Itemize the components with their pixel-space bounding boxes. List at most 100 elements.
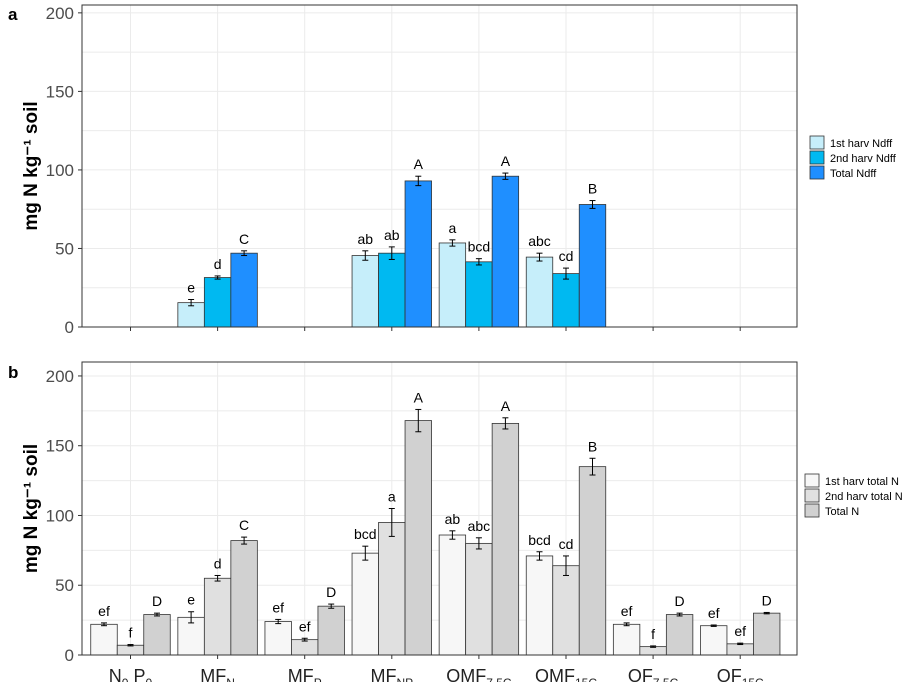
- significance-letter: e: [187, 280, 195, 296]
- bar: [665, 614, 694, 656]
- legend-label: 2nd harv total N: [825, 491, 903, 503]
- significance-letter: A: [501, 398, 511, 414]
- significance-letter: B: [588, 438, 597, 454]
- significance-letter: ab: [384, 227, 400, 243]
- y-axis-label: mg N kg⁻¹ soil: [21, 444, 42, 573]
- y-tick-label: 50: [55, 576, 74, 595]
- bar: [491, 175, 520, 328]
- significance-letter: ef: [299, 618, 311, 634]
- bar: [578, 204, 607, 328]
- legend-label: Total Ndff: [830, 168, 877, 180]
- y-tick-label: 50: [55, 239, 74, 258]
- bar: [639, 646, 667, 656]
- significance-letter: bcd: [528, 532, 551, 548]
- bar: [116, 644, 145, 656]
- significance-letter: C: [239, 231, 249, 247]
- bar: [612, 623, 641, 656]
- bar: [378, 252, 406, 328]
- bar: [578, 466, 607, 656]
- y-tick-label: 150: [46, 437, 74, 456]
- legend-label: 2nd harv Ndff: [830, 153, 897, 165]
- y-tick-label: 150: [46, 82, 74, 101]
- panel-b-tag: b: [8, 363, 18, 382]
- legend-label: 1st harv Ndff: [830, 138, 893, 150]
- bar: [525, 256, 554, 328]
- significance-letter: abc: [468, 518, 491, 534]
- bar: [465, 542, 493, 656]
- significance-letter: D: [152, 593, 162, 609]
- bar: [230, 540, 258, 656]
- bar: [291, 639, 319, 656]
- x-tick-label: OMF15C: [535, 666, 597, 682]
- significance-letter: C: [239, 517, 249, 533]
- significance-letter: ef: [708, 605, 720, 621]
- significance-letter: d: [214, 256, 222, 272]
- y-tick-label: 100: [46, 506, 74, 525]
- legend-key: [809, 165, 825, 180]
- significance-letter: ab: [358, 231, 374, 247]
- significance-letter: f: [651, 626, 655, 642]
- legend-key: [804, 473, 820, 488]
- significance-letter: B: [588, 181, 597, 197]
- significance-letter: a: [449, 220, 457, 236]
- significance-letter: A: [501, 153, 511, 169]
- significance-letter: A: [414, 156, 424, 172]
- legend-key: [804, 503, 820, 518]
- bar: [438, 534, 467, 656]
- bar: [351, 552, 379, 656]
- bar: [317, 605, 345, 656]
- bar: [552, 273, 580, 328]
- bar: [404, 420, 432, 656]
- bar: [177, 302, 205, 328]
- legend-key: [809, 150, 825, 165]
- plot-frame: [81, 4, 798, 328]
- significance-letter: bcd: [354, 526, 377, 542]
- significance-letter: ef: [272, 599, 284, 615]
- significance-letter: f: [129, 625, 133, 641]
- significance-letter: a: [388, 489, 396, 505]
- bar: [143, 614, 171, 656]
- panel-a: 0 50 100 150 200 e ab a abc d ab bcd cd C A A Bmg N kg⁻¹…: [21, 4, 897, 337]
- significance-letter: D: [675, 593, 685, 609]
- x-tick-label: OF15C: [717, 666, 764, 682]
- legend-key: [809, 135, 825, 150]
- bar: [203, 577, 232, 656]
- y-axis-label: mg N kg⁻¹ soil: [21, 101, 42, 230]
- significance-letter: A: [414, 389, 424, 405]
- x-tick-label: MFN: [200, 666, 235, 682]
- bar: [438, 242, 467, 328]
- y-tick-label: 0: [65, 318, 74, 337]
- x-tick-label: MFP: [288, 666, 322, 682]
- bar: [351, 255, 379, 328]
- significance-letter: cd: [559, 536, 574, 552]
- bar: [552, 565, 580, 656]
- bar: [491, 422, 520, 656]
- x-tick-label: OF7.5C: [628, 666, 679, 682]
- significance-letter: ef: [98, 603, 110, 619]
- significance-letter: d: [214, 555, 222, 571]
- y-tick-label: 0: [65, 646, 74, 665]
- panel-a-tag: a: [8, 5, 18, 24]
- bar: [525, 555, 554, 656]
- significance-letter: D: [762, 592, 772, 608]
- significance-letter: e: [187, 592, 195, 608]
- bar: [726, 643, 754, 656]
- significance-letter: D: [326, 584, 336, 600]
- bar: [378, 522, 406, 656]
- y-tick-label: 200: [46, 4, 74, 23]
- bar: [404, 180, 432, 328]
- significance-letter: abc: [528, 233, 551, 249]
- y-tick-label: 200: [46, 367, 74, 386]
- legend-key: [804, 488, 820, 503]
- significance-letter: ef: [621, 603, 633, 619]
- bar: [264, 621, 292, 656]
- x-tick-label: OMF7.5C: [446, 666, 512, 682]
- bar: [203, 277, 232, 328]
- x-tick-label: MFNP: [370, 666, 413, 682]
- x-tick-label: N0 P0: [109, 666, 153, 682]
- bar: [90, 623, 118, 656]
- significance-letter: ef: [734, 623, 746, 639]
- significance-letter: ab: [445, 511, 461, 527]
